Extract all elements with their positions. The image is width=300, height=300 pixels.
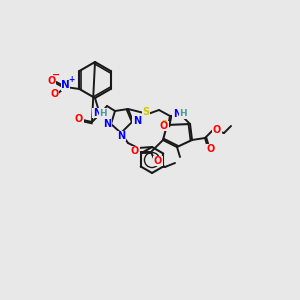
Text: O: O — [47, 76, 56, 86]
Text: −: − — [52, 70, 61, 80]
Text: O: O — [207, 144, 215, 154]
Text: N: N — [103, 119, 111, 129]
Text: O: O — [75, 114, 83, 124]
Text: H: H — [179, 110, 187, 118]
Text: S: S — [160, 120, 168, 130]
Text: O: O — [131, 146, 139, 156]
Text: H: H — [99, 109, 107, 118]
Text: N: N — [133, 116, 141, 126]
Text: N: N — [173, 109, 181, 119]
Text: O: O — [154, 156, 162, 166]
Text: N: N — [117, 131, 125, 141]
Text: N: N — [93, 108, 101, 118]
Text: S: S — [142, 107, 150, 117]
Text: O: O — [160, 121, 168, 131]
Text: N: N — [61, 80, 70, 90]
Text: O: O — [213, 125, 221, 135]
Text: +: + — [68, 75, 75, 84]
Text: O: O — [50, 89, 59, 99]
